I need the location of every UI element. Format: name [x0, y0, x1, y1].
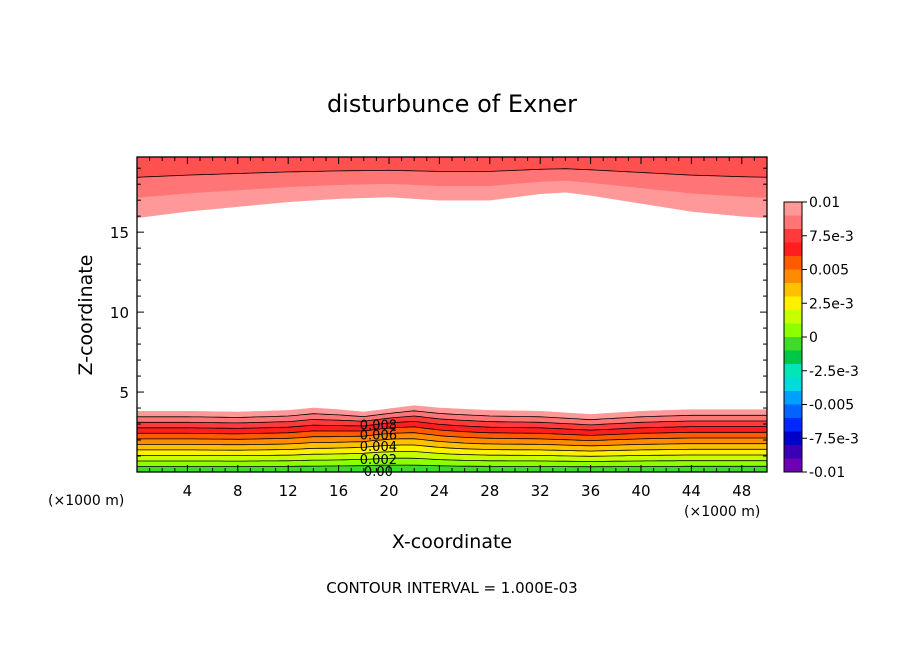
upper-contour-line [136, 168, 768, 178]
y-tick-label: 10 [110, 304, 129, 322]
contour-interval-footer: CONTOUR INTERVAL = 1.000E-03 [326, 579, 577, 597]
x-tick-label: 12 [279, 482, 298, 500]
contour-label: 0.004 [360, 440, 397, 455]
contour-label: 0.006 [360, 429, 397, 444]
colorbar-segment [784, 296, 802, 311]
x-unit-left: (×1000 m) [48, 493, 124, 509]
x-tick-label: 20 [379, 482, 398, 500]
x-tick-label: 48 [732, 482, 751, 500]
x-tick-label: 28 [480, 482, 499, 500]
lower-contour-line-5 [137, 438, 767, 447]
x-tick-label: 4 [183, 482, 193, 500]
contour-label: 0.00 [364, 465, 393, 480]
chart-title: disturbunce of Exner [327, 90, 577, 118]
colorbar-segment [784, 310, 802, 324]
colorbar-segment [784, 256, 802, 270]
lower-contour-line-8 [137, 420, 767, 431]
x-tick-label: 24 [430, 482, 449, 500]
y-tick-label: 5 [119, 384, 129, 402]
x-unit-right: (×1000 m) [684, 504, 760, 520]
lower-contour-line-6 [137, 432, 767, 442]
colorbar-segment [784, 458, 802, 473]
colorbar-label: 7.5e-3 [809, 229, 854, 245]
colorbar-label: 0.005 [809, 263, 849, 279]
x-axis-label: X-coordinate [392, 531, 512, 553]
colorbar-segment [784, 391, 802, 405]
colorbar-label: -0.005 [809, 398, 854, 414]
colorbar-label: -0.01 [809, 465, 845, 481]
y-tick-label: 15 [110, 224, 129, 242]
colorbar-segment [784, 215, 802, 230]
colorbar-segment [784, 229, 802, 243]
lower-contour-line-3 [137, 451, 767, 457]
colorbar-segment [784, 242, 802, 257]
colorbar-segment [784, 418, 802, 432]
contour-line-layer [136, 168, 768, 468]
y-axis-label: Z-coordinate [75, 255, 97, 376]
lower-contour-line-4 [137, 444, 767, 452]
colorbar-segment [784, 364, 802, 378]
axis-ticks [136, 157, 768, 473]
lower-contour-line-9 [137, 415, 767, 426]
lower-contour-line-2 [137, 457, 767, 462]
contour-fill-layer [136, 156, 768, 473]
lower-contour-line-1 [137, 464, 767, 468]
contour-label: 0.008 [360, 418, 397, 433]
lower-contour-line-10 [137, 410, 767, 421]
contour-label: 0.002 [360, 453, 397, 468]
colorbar-segment [784, 431, 802, 446]
colorbar-segment [784, 323, 802, 338]
x-tick-label: 8 [233, 482, 243, 500]
x-tick-label: 16 [329, 482, 348, 500]
x-tick-label: 36 [581, 482, 600, 500]
colorbar-segment [784, 377, 802, 392]
lower-contour-line-7 [137, 426, 767, 436]
colorbar-segment [784, 445, 802, 459]
colorbar-segment [784, 404, 802, 419]
colorbar-segment [784, 269, 802, 284]
colorbar-segment [784, 202, 802, 216]
colorbar-label: 0.01 [809, 195, 840, 211]
colorbar: 0.01 7.5e-3 0.005 2.5e-3 0 -2.5e-3 -0.005 -7.5e… [783, 195, 859, 481]
x-tick-label: 32 [531, 482, 550, 500]
x-tick-label: 40 [631, 482, 650, 500]
colorbar-segment [784, 350, 802, 365]
colorbar-segment [784, 337, 802, 351]
colorbar-segment [784, 283, 802, 297]
colorbar-label: 2.5e-3 [809, 296, 854, 312]
colorbar-label: -2.5e-3 [809, 364, 859, 380]
x-tick-label: 44 [682, 482, 701, 500]
colorbar-label: 0 [809, 330, 818, 346]
colorbar-label: -7.5e-3 [809, 431, 859, 447]
